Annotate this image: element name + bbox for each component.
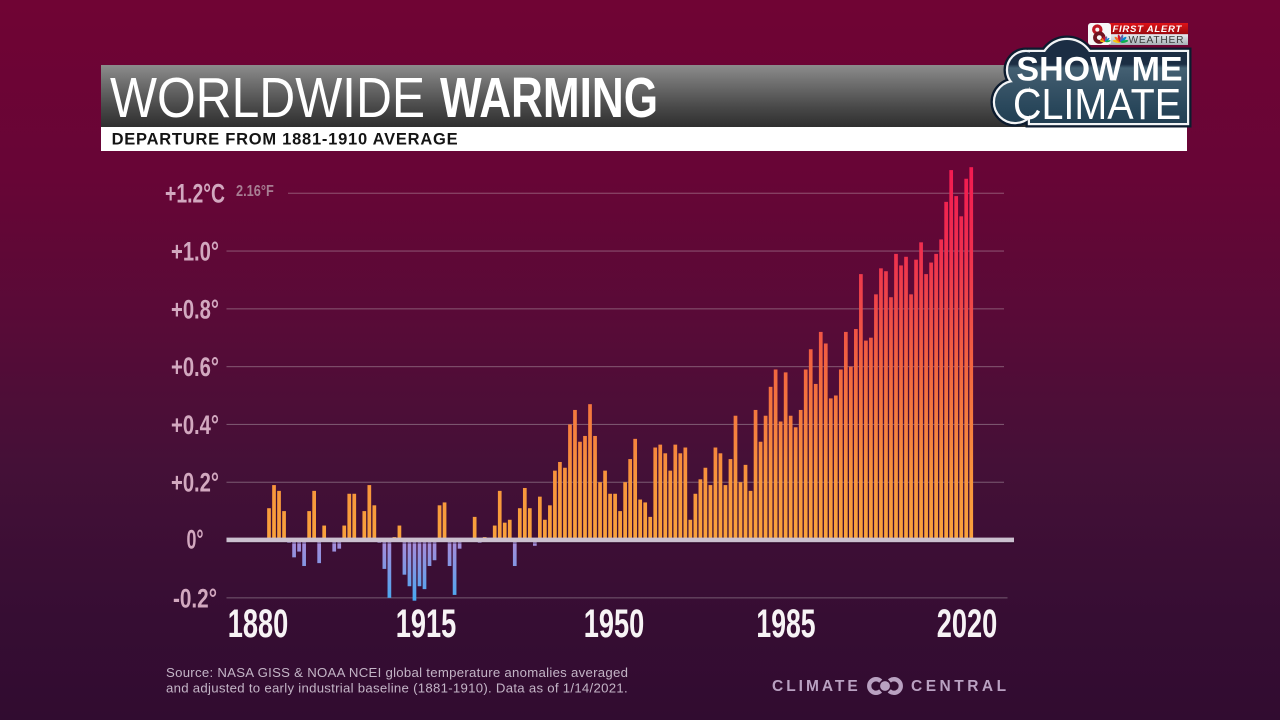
svg-text:+1.2°C: +1.2°C — [165, 179, 225, 209]
svg-text:1985: 1985 — [756, 602, 815, 647]
svg-text:CLIMATE: CLIMATE — [772, 678, 861, 695]
svg-text:1950: 1950 — [584, 602, 644, 646]
svg-text:and adjusted to early industri: and adjusted to early industrial baselin… — [166, 681, 628, 696]
svg-text:+0.8°: +0.8° — [171, 295, 219, 326]
svg-text:CLIMATE: CLIMATE — [1013, 79, 1181, 128]
svg-text:SHOW ME: SHOW ME — [1016, 50, 1182, 88]
svg-text:CENTRAL: CENTRAL — [911, 678, 1010, 695]
svg-text:0°: 0° — [186, 524, 203, 555]
svg-text:Source: NASA GISS & NOAA NCEI: Source: NASA GISS & NOAA NCEI global tem… — [166, 665, 628, 680]
svg-text:+0.6°: +0.6° — [171, 352, 219, 383]
svg-text:2020: 2020 — [937, 602, 997, 646]
svg-text:1915: 1915 — [396, 602, 456, 646]
svg-text:+0.2°: +0.2° — [171, 468, 219, 499]
svg-text:1880: 1880 — [228, 602, 288, 646]
svg-text:+1.0°: +1.0° — [171, 237, 219, 268]
svg-text:2.16°F: 2.16°F — [236, 183, 274, 201]
svg-text:WEATHER: WEATHER — [1129, 35, 1185, 46]
svg-text:+0.4°: +0.4° — [171, 410, 219, 441]
svg-text:FIRST ALERT: FIRST ALERT — [1113, 24, 1183, 35]
svg-text:WORLDWIDE: WORLDWIDE — [110, 67, 425, 130]
svg-text:WARMING: WARMING — [440, 66, 658, 130]
svg-text:DEPARTURE FROM 1881-1910 AVERA: DEPARTURE FROM 1881-1910 AVERAGE — [112, 131, 459, 149]
svg-text:-0.2°: -0.2° — [173, 584, 217, 614]
